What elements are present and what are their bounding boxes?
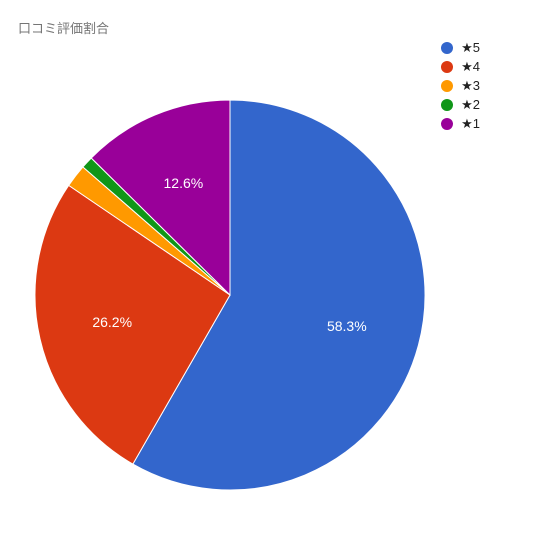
legend-marker-star5 bbox=[441, 42, 453, 54]
pie-label-star1: 12.6% bbox=[164, 175, 204, 191]
legend: ★5 ★4 ★3 ★2 ★1 bbox=[441, 40, 480, 135]
legend-label-star1: ★1 bbox=[461, 116, 480, 132]
legend-label-star2: ★2 bbox=[461, 97, 480, 113]
pie-chart: 58.3% 26.2% 12.6% bbox=[30, 95, 430, 495]
legend-item-star2: ★2 bbox=[441, 97, 480, 113]
legend-marker-star2 bbox=[441, 99, 453, 111]
legend-label-star3: ★3 bbox=[461, 78, 480, 94]
pie-label-star4: 26.2% bbox=[92, 314, 132, 330]
legend-marker-star1 bbox=[441, 118, 453, 130]
pie-label-star5: 58.3% bbox=[327, 318, 367, 334]
legend-marker-star4 bbox=[441, 61, 453, 73]
chart-title: 口コミ評価割合 bbox=[18, 18, 109, 37]
legend-label-star5: ★5 bbox=[461, 40, 480, 56]
legend-item-star1: ★1 bbox=[441, 116, 480, 132]
legend-label-star4: ★4 bbox=[461, 59, 480, 75]
legend-item-star3: ★3 bbox=[441, 78, 480, 94]
legend-marker-star3 bbox=[441, 80, 453, 92]
legend-item-star5: ★5 bbox=[441, 40, 480, 56]
legend-item-star4: ★4 bbox=[441, 59, 480, 75]
